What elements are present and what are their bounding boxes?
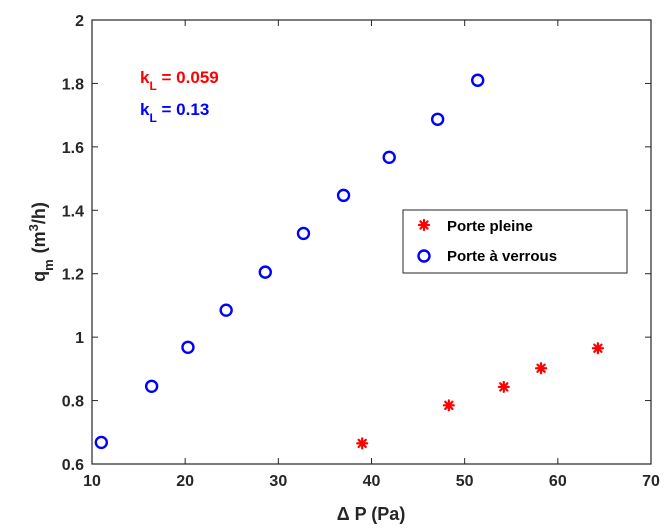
series-porte-a-verrous (94, 73, 485, 450)
legend-marker-porte-pleine (417, 218, 431, 232)
y-tick-label: 1.4 (62, 203, 84, 220)
legend-label-porte-a-verrous: Porte à verrous (447, 248, 557, 265)
data-point (356, 437, 369, 450)
marks-layer (94, 73, 604, 450)
x-tick-label: 60 (549, 473, 567, 490)
x-axis-label: Δ P (Pa) (337, 504, 406, 524)
y-tick-label: 1.6 (62, 140, 84, 157)
y-tick-label: 0.6 (62, 457, 84, 474)
y-tick-label: 2 (75, 13, 84, 30)
legend-marker-porte-a-verrous (417, 249, 431, 263)
legend-asterisk-marker (417, 218, 431, 232)
data-point (382, 150, 396, 165)
data-point (534, 362, 548, 375)
legend-box (402, 209, 628, 274)
series-porte-pleine (356, 342, 604, 450)
x-tick-label: 10 (83, 473, 101, 490)
data-point (296, 226, 311, 241)
annotation-kl-blue: kL = 0.13 (140, 100, 209, 125)
annotation-kl-red: kL = 0.059 (140, 68, 219, 93)
legend-label-porte-pleine: Porte pleine (447, 218, 533, 235)
data-point (471, 73, 485, 87)
data-point (181, 340, 195, 354)
data-point (144, 379, 159, 393)
x-tick-label: 70 (642, 473, 660, 490)
y-tick-label: 1.2 (62, 267, 84, 284)
legend-circle-marker (417, 249, 431, 263)
data-point (430, 112, 445, 126)
y-axis-label: qm(m3/h) (26, 202, 56, 282)
plot-area-frame (91, 19, 652, 465)
x-tick-label: 30 (269, 473, 287, 490)
data-point (591, 342, 604, 355)
y-tick-label: 0.8 (62, 394, 84, 411)
x-tick-label: 50 (456, 473, 474, 490)
data-point (497, 380, 510, 394)
x-tick-label: 40 (363, 473, 381, 490)
y-tick-label: 1 (75, 330, 84, 347)
data-point (94, 435, 109, 450)
legend: Porte pleine Porte à verrous (402, 209, 628, 274)
y-tick-label: 1.8 (62, 76, 84, 93)
data-point (219, 303, 233, 317)
data-point (442, 399, 455, 412)
data-point (258, 265, 272, 279)
x-tick-label: 20 (176, 473, 194, 490)
data-point (336, 188, 351, 203)
